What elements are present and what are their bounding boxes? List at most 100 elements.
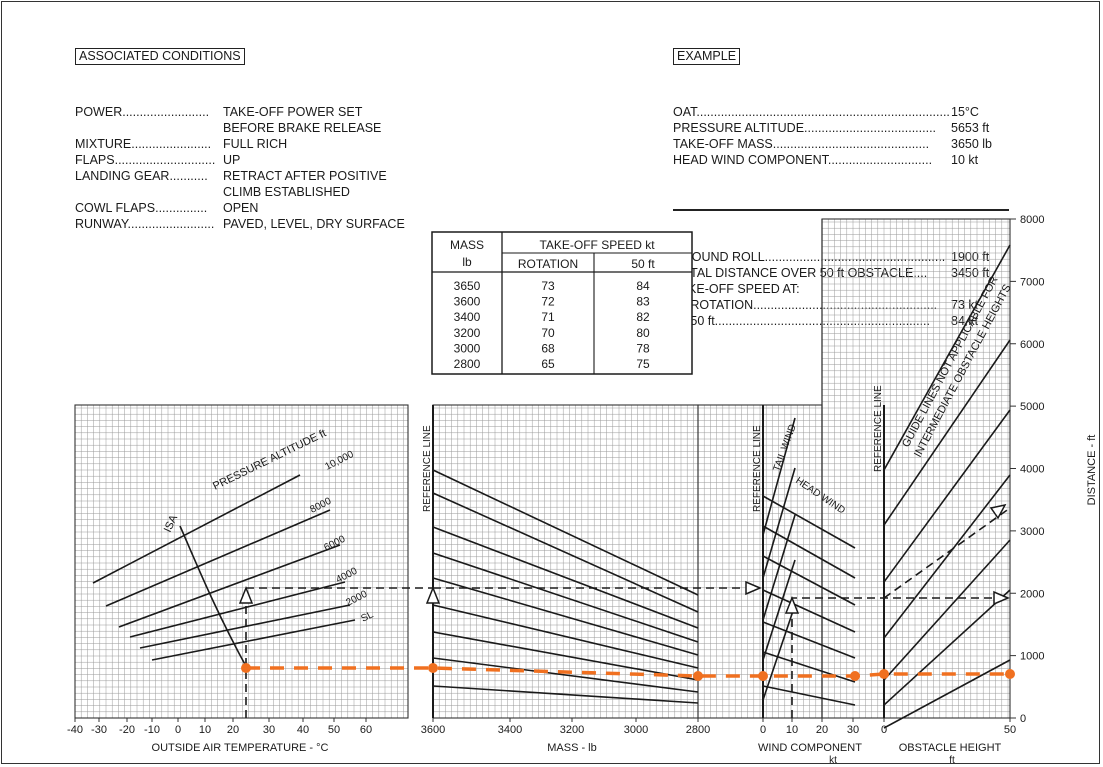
reference-line-label-mass: REFERENCE LINE — [422, 425, 433, 512]
example-path-segment — [883, 507, 1011, 599]
table-cell-rotation: 73 — [541, 279, 555, 293]
pressure-altitude-line — [105, 509, 331, 607]
x-tick-label: 0 — [175, 724, 181, 736]
ex-rows-top-row: TAKE-OFF MASS...........................… — [673, 136, 1009, 152]
row-key: PRESSURE ALTITUDE.......................… — [673, 121, 937, 135]
x-axis-label-oat: OUTSIDE AIR TEMPERATURE - °C — [152, 742, 329, 754]
x-tick-label: 3000 — [624, 724, 648, 736]
x-axis-label-mass: MASS - lb — [547, 742, 597, 754]
row-value: 1900 ft — [951, 250, 990, 264]
y-tick-label: 3000 — [1020, 526, 1044, 538]
obstacle-panel — [821, 218, 1011, 719]
x-tick-label: 30 — [263, 724, 275, 736]
x-tick-label: -20 — [119, 724, 135, 736]
example-title: EXAMPLE — [673, 48, 741, 65]
pressure-altitude-line — [151, 619, 356, 661]
associated-conditions-title: ASSOCIATED CONDITIONS — [75, 48, 245, 65]
altitude-4000-label: 4000 — [334, 566, 359, 586]
x-tick-label: 2800 — [686, 724, 710, 736]
table-cell-mass: 3650 — [454, 279, 481, 293]
x-axis-unit-obstacle: ft — [949, 755, 955, 766]
tail-wind-line — [762, 604, 796, 701]
x-tick-label: 10 — [786, 724, 798, 736]
row-key: 50 ft...................................… — [673, 314, 931, 328]
x-tick-label: 0 — [881, 724, 887, 736]
row-value: 3650 lb — [951, 137, 993, 151]
x-tick-label: 3400 — [498, 724, 522, 736]
arrowhead — [993, 590, 1010, 606]
table-cell-50ft: 80 — [636, 326, 650, 340]
table-cell-50ft: 84 — [636, 279, 650, 293]
ac-rows-row: FLAPS............................. UP — [75, 152, 405, 168]
y-tick-label: 8000 — [1020, 214, 1044, 226]
table-cell-rotation: 72 — [541, 295, 555, 309]
arrowhead — [425, 585, 441, 604]
obstacle-guide-line — [883, 244, 1011, 471]
reference-line-label-obstacle: REFERENCE LINE — [873, 385, 884, 472]
orange-point — [241, 663, 251, 673]
arrowhead — [238, 585, 254, 604]
row-key: HEAD WIND COMPONENT.....................… — [673, 153, 933, 167]
row-value: UP — [223, 153, 241, 167]
row-value: 15°C — [951, 105, 979, 119]
altitude-10000-label: 10,000 — [323, 449, 356, 473]
x-tick-label: -30 — [91, 724, 107, 736]
mass-panel — [432, 404, 699, 719]
altitude-8000-label: 8000 — [308, 496, 333, 516]
x-tick-label: -40 — [67, 724, 83, 736]
guide-lines — [92, 244, 1011, 729]
mass-guide-line — [432, 492, 699, 613]
takeoff-speed-table: MASS lb TAKE-OFF SPEED kt ROTATION 50 ft 3650… — [431, 231, 693, 375]
row-value: BEFORE BRAKE RELEASE — [223, 121, 382, 135]
pressure-altitude-line — [129, 581, 346, 638]
arrowhead — [745, 580, 762, 596]
mass-guide-line — [432, 552, 699, 643]
x-axis-label-obstacle: OBSTACLE HEIGHT — [899, 742, 1002, 754]
table-cell-rotation: 68 — [541, 341, 555, 355]
altitude-2000-label: 2000 — [344, 589, 369, 609]
ex-rows-top-row: PRESSURE ALTITUDE.......................… — [673, 120, 1009, 136]
y-tick-label: 7000 — [1020, 276, 1044, 288]
row-value: FULL RICH — [223, 137, 288, 151]
distance-axis: 0 1000 2000 3000 4000 5000 6000 7000 8000 — [1010, 214, 1044, 725]
ex-rows-top-row: OAT.....................................… — [673, 104, 1009, 120]
row-value: 10 kt — [951, 153, 979, 167]
y-tick-label: 1000 — [1020, 651, 1044, 663]
head-wind-line — [762, 685, 856, 706]
x-axis-label-wind: WIND COMPONENT — [758, 742, 862, 754]
table-cell-mass: 2800 — [454, 357, 481, 371]
row-key: FLAPS............................. — [75, 153, 216, 167]
table-header-mass: MASS — [450, 238, 484, 252]
row-value: CLIMB ESTABLISHED — [223, 185, 350, 199]
head-wind-line — [762, 495, 856, 549]
x-tick-label: 10 — [199, 724, 211, 736]
head-wind-line — [762, 589, 856, 633]
x-tick-label: -10 — [144, 724, 160, 736]
obstacle-guide-line — [883, 339, 1011, 526]
arrowhead — [784, 595, 800, 614]
obstacle-guide-line — [883, 589, 1011, 706]
mass-guide-line — [432, 469, 699, 596]
obstacle-guide-line — [883, 474, 1011, 639]
table-cell-rotation: 71 — [541, 310, 555, 324]
mass-guide-line — [432, 631, 699, 681]
x-tick-label: 50 — [328, 724, 340, 736]
row-key: MIXTURE....................... — [75, 137, 212, 151]
isa-curve — [179, 525, 249, 671]
table-cell-mass: 3200 — [454, 326, 481, 340]
row-key: OAT.....................................… — [673, 105, 951, 119]
y-tick-label: 5000 — [1020, 401, 1044, 413]
table-cell-50ft: 82 — [636, 310, 650, 324]
x-tick-label: 20 — [227, 724, 239, 736]
x-tick-label: 50 — [1004, 724, 1016, 736]
example-block: EXAMPLE OAT.............................… — [673, 16, 1009, 345]
head-wind-line — [762, 555, 856, 606]
table-cell-rotation: 70 — [541, 326, 555, 340]
pressure-altitude-line — [92, 474, 301, 584]
table-cell-50ft: 75 — [636, 357, 650, 371]
example-path — [245, 507, 1011, 718]
orange-point — [1005, 669, 1015, 679]
head-wind-line — [762, 621, 856, 659]
